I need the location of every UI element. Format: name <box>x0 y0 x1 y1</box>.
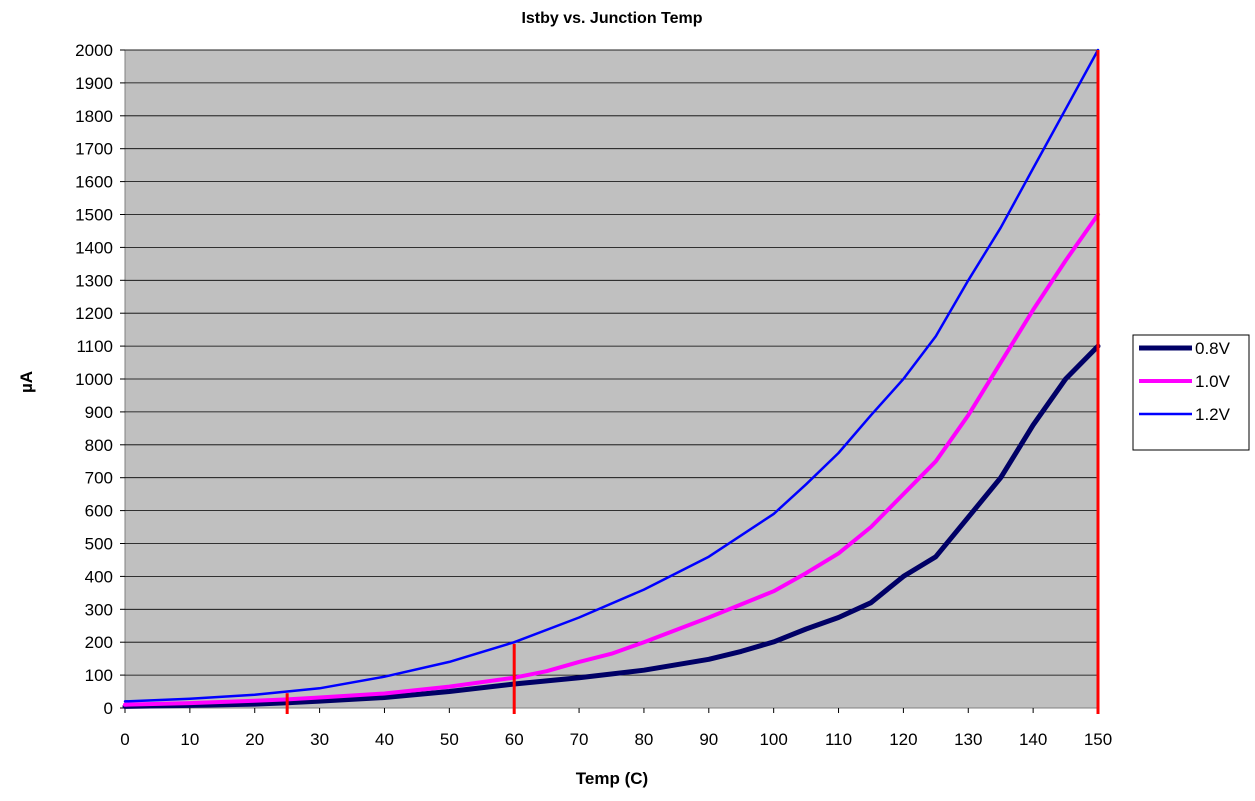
y-tick-label: 400 <box>85 567 113 586</box>
y-tick-label: 1000 <box>75 370 113 389</box>
y-tick-label: 1600 <box>75 173 113 192</box>
y-tick-label: 300 <box>85 600 113 619</box>
x-tick-label: 50 <box>440 730 459 749</box>
x-tick-label: 60 <box>505 730 524 749</box>
y-tick-label: 100 <box>85 666 113 685</box>
series-lines <box>122 48 1101 709</box>
y-tick-label: 500 <box>85 535 113 554</box>
y-axis-ticks: 0 100 200 300 400 500 600 700 800 900 1000 1100 1200… <box>75 41 125 718</box>
x-tick-label: 150 <box>1084 730 1112 749</box>
series-line-0.8V <box>122 343 1101 709</box>
x-tick-label: 30 <box>310 730 329 749</box>
y-tick-label: 1100 <box>76 337 113 356</box>
x-axis-ticks: 0 10 20 30 40 50 60 70 80 90 100 110 120 130 140 150 <box>120 708 1112 749</box>
y-tick-label: 1200 <box>75 304 113 323</box>
y-tick-label: 0 <box>104 699 113 718</box>
y-tick-label: 1700 <box>75 140 113 159</box>
x-axis-label: Temp (C) <box>576 769 648 788</box>
x-tick-label: 100 <box>759 730 787 749</box>
grid-lines <box>125 49 1098 676</box>
legend-label: 1.0V <box>1195 372 1231 391</box>
legend-box <box>1132 334 1250 451</box>
legend-items: 0.8V 1.0V 1.2V <box>1139 339 1231 424</box>
y-tick-label: 1900 <box>75 74 113 93</box>
legend: 0.8V 1.0V 1.2V <box>1132 334 1250 451</box>
legend-label: 1.2V <box>1195 405 1231 424</box>
x-tick-label: 40 <box>375 730 394 749</box>
x-tick-label: 110 <box>825 730 852 749</box>
y-tick-label: 600 <box>85 502 113 521</box>
x-tick-label: 90 <box>699 730 718 749</box>
x-tick-label: 130 <box>954 730 982 749</box>
y-tick-label: 1400 <box>75 238 113 257</box>
x-tick-label: 20 <box>245 730 264 749</box>
y-tick-label: 700 <box>85 469 113 488</box>
x-tick-label: 80 <box>634 730 653 749</box>
chart-title: Istby vs. Junction Temp <box>521 10 702 27</box>
series-line-1.0V <box>123 212 1100 707</box>
x-tick-label: 0 <box>120 730 129 749</box>
x-tick-label: 140 <box>1019 730 1047 749</box>
x-tick-label: 10 <box>180 730 199 749</box>
marker-lines <box>285 50 1100 714</box>
x-tick-label: 70 <box>570 730 589 749</box>
y-tick-label: 900 <box>85 403 113 422</box>
y-axis-label: µA <box>17 371 36 393</box>
series-line-1.2V <box>123 48 1100 703</box>
y-tick-label: 200 <box>85 633 113 652</box>
y-tick-label: 1800 <box>75 107 113 126</box>
legend-label: 0.8V <box>1195 339 1231 358</box>
y-tick-label: 800 <box>85 436 113 455</box>
x-tick-label: 120 <box>889 730 917 749</box>
y-tick-label: 1500 <box>75 206 113 225</box>
y-tick-label: 1300 <box>75 271 113 290</box>
y-tick-label: 2000 <box>75 41 113 60</box>
